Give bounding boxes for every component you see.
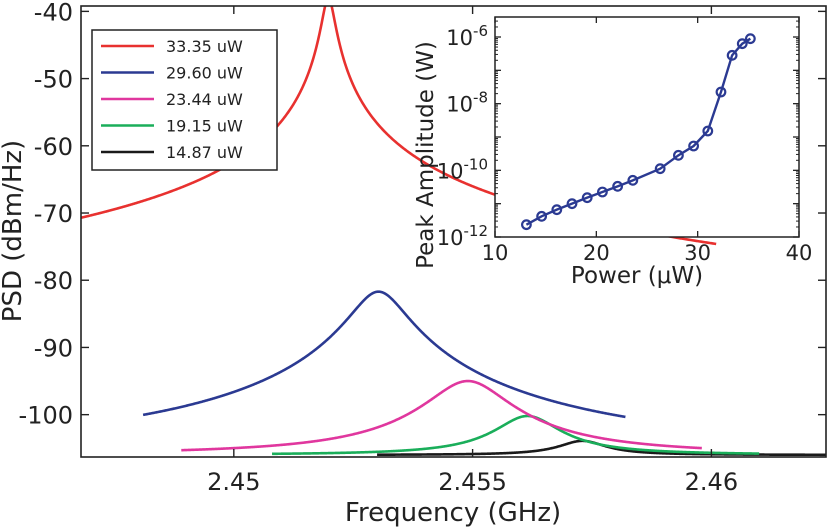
main-x-axis-label: Frequency (GHz) xyxy=(345,498,561,528)
inset-y-tick-base: 10 xyxy=(437,226,464,250)
inset-data-point xyxy=(744,33,756,45)
main-y-tick-label: -100 xyxy=(19,402,73,430)
inset-data-point xyxy=(654,163,666,175)
inset-y-tick-exponent: -6 xyxy=(473,22,488,40)
inset-data-point xyxy=(551,204,563,216)
inset-data-point xyxy=(627,174,639,186)
legend-label-1: 29.60 uW xyxy=(166,64,243,83)
inset-y-tick-base: 10 xyxy=(446,26,473,50)
inset-x-tick-label: 10 xyxy=(482,241,509,265)
main-plot-frame xyxy=(80,5,827,458)
main-y-ticks: -40 -50 -60 -70 -80 -90 -100 xyxy=(19,0,826,430)
inset-data-point xyxy=(736,38,748,50)
main-x-tick-label: 2.45 xyxy=(207,468,260,496)
inset-y-tick-base: 10 xyxy=(446,93,473,117)
inset-y-tick-label: 10-6 xyxy=(446,22,488,50)
inset-series-line xyxy=(525,37,751,226)
inset-data-point xyxy=(521,219,532,231)
main-y-tick-label: -90 xyxy=(34,334,73,362)
inset-x-tick-label: 20 xyxy=(583,241,610,265)
psd-curve-1 xyxy=(142,290,627,419)
inset-y-tick-label: 10-10 xyxy=(437,155,488,183)
inset-x-tick-label: 40 xyxy=(786,241,813,265)
legend-entries: 33.35 uW 29.60 uW 23.44 uW 19.15 uW 14.87 uW xyxy=(101,37,243,162)
inset-y-axis-label: Peak Amplitude (W) xyxy=(413,41,439,269)
inset-y-tick-label: 10-8 xyxy=(446,89,488,117)
legend-label-4: 14.87 uW xyxy=(166,143,243,162)
inset-y-tick-label: 10-12 xyxy=(437,222,488,250)
main-x-ticks: 2.45 2.455 2.46 xyxy=(207,6,738,496)
main-x-tick-label: 2.46 xyxy=(685,468,738,496)
inset-data-point xyxy=(581,192,593,204)
inset-data-point xyxy=(612,180,624,192)
inset-y-tick-exponent: -12 xyxy=(464,222,489,240)
inset-data-point xyxy=(597,186,608,198)
inset-data-point xyxy=(673,149,684,161)
main-y-tick-label: -40 xyxy=(34,0,73,26)
legend: 33.35 uW 29.60 uW 23.44 uW 19.15 uW 14.87 uW xyxy=(91,29,278,171)
psd-curve-2 xyxy=(180,379,703,452)
legend-label-2: 23.44 uW xyxy=(166,90,243,109)
main-x-tick-label: 2.455 xyxy=(438,468,507,496)
psd-curve-3 xyxy=(271,414,760,456)
inset-data-point xyxy=(566,198,578,210)
inset-x-axis-label: Power (μW) xyxy=(571,263,703,289)
inset-y-tick-exponent: -8 xyxy=(473,89,488,107)
inset-series xyxy=(521,33,756,231)
inset-data-point xyxy=(702,125,714,137)
inset-data-point xyxy=(688,140,700,152)
inset-y-tick-exponent: -10 xyxy=(464,155,489,173)
main-y-tick-label: -50 xyxy=(34,66,73,94)
inset-background xyxy=(495,17,799,237)
legend-label-0: 33.35 uW xyxy=(166,37,243,56)
main-y-tick-label: -60 xyxy=(34,133,73,161)
inset-x-tick-label: 30 xyxy=(684,241,711,265)
inset-y-tick-base: 10 xyxy=(437,159,464,183)
main-y-tick-label: -80 xyxy=(34,267,73,295)
main-y-tick-label: -70 xyxy=(34,200,73,228)
inset-x-ticks: 10 20 30 40 xyxy=(482,17,813,265)
inset-data-point xyxy=(715,86,727,98)
inset-data-point xyxy=(726,49,738,61)
legend-label-3: 19.15 uW xyxy=(166,117,243,136)
main-y-axis-label: PSD (dBm/Hz) xyxy=(0,140,28,322)
inset-data-point xyxy=(536,210,548,222)
